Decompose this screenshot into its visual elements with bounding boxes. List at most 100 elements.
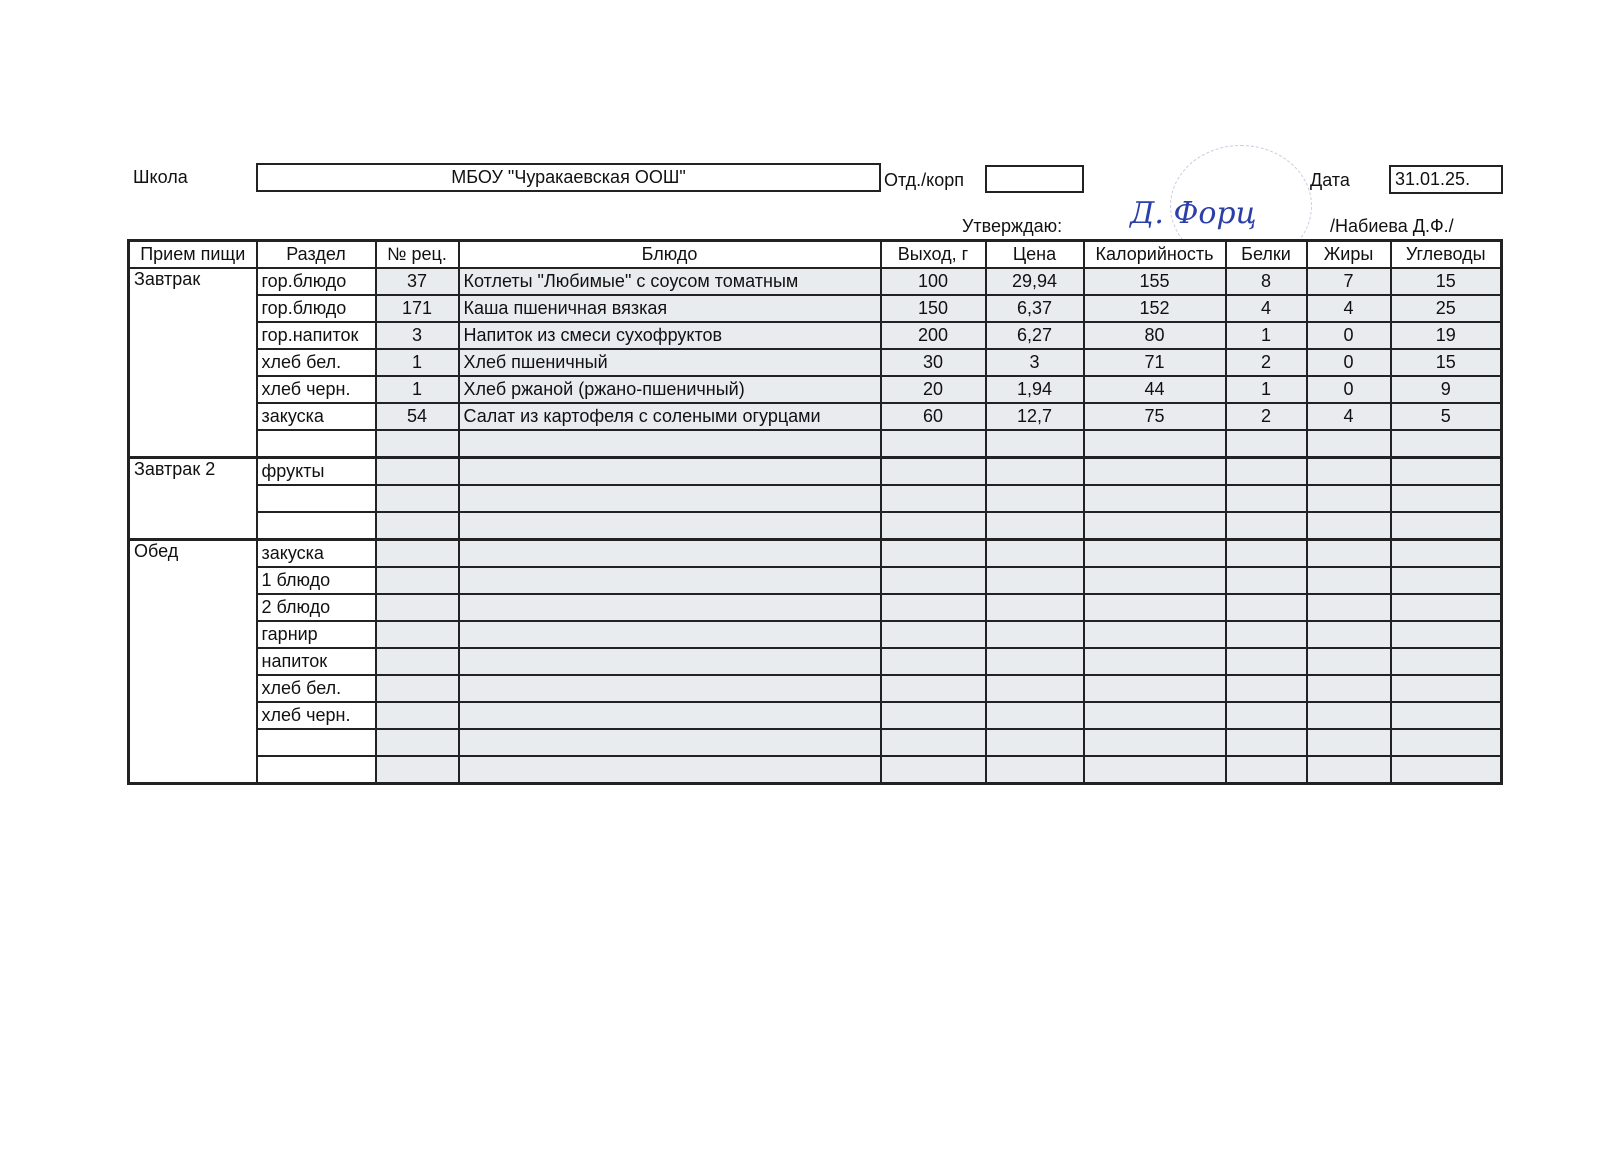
cell-dish[interactable] xyxy=(457,566,882,595)
cell-recipe[interactable] xyxy=(374,647,460,676)
date-field[interactable]: 31.01.25. xyxy=(1389,165,1503,194)
cell-calories[interactable] xyxy=(1082,593,1227,622)
cell-fat[interactable] xyxy=(1305,456,1392,486)
cell-section[interactable]: гор.блюдо xyxy=(255,294,377,323)
school-field[interactable]: МБОУ "Чуракаевская ООШ" xyxy=(256,163,881,192)
cell-carbs[interactable] xyxy=(1389,701,1503,730)
cell-dish[interactable] xyxy=(457,593,882,622)
cell-calories[interactable] xyxy=(1082,647,1227,676)
cell-yield[interactable] xyxy=(879,701,987,730)
cell-dish[interactable]: Котлеты "Любимые" с соусом томатным xyxy=(457,267,882,296)
cell-price[interactable] xyxy=(984,728,1085,757)
cell-protein[interactable]: 8 xyxy=(1224,267,1308,296)
cell-price[interactable] xyxy=(984,593,1085,622)
cell-section[interactable]: гарнир xyxy=(255,620,377,649)
cell-dish[interactable] xyxy=(457,429,882,459)
cell-carbs[interactable] xyxy=(1389,674,1503,703)
cell-section[interactable]: 2 блюдо xyxy=(255,593,377,622)
cell-dish[interactable] xyxy=(457,538,882,568)
cell-recipe[interactable] xyxy=(374,484,460,513)
cell-carbs[interactable] xyxy=(1389,755,1503,785)
cell-recipe[interactable] xyxy=(374,674,460,703)
cell-carbs[interactable] xyxy=(1389,647,1503,676)
cell-price[interactable]: 12,7 xyxy=(984,402,1085,431)
cell-dish[interactable] xyxy=(457,755,882,785)
cell-fat[interactable] xyxy=(1305,674,1392,703)
cell-section[interactable]: хлеб бел. xyxy=(255,348,377,377)
cell-recipe[interactable] xyxy=(374,593,460,622)
cell-section[interactable]: гор.блюдо xyxy=(255,267,377,296)
cell-dish[interactable]: Напиток из смеси сухофруктов xyxy=(457,321,882,350)
cell-protein[interactable]: 4 xyxy=(1224,294,1308,323)
cell-carbs[interactable]: 19 xyxy=(1389,321,1503,350)
cell-calories[interactable] xyxy=(1082,728,1227,757)
cell-yield[interactable] xyxy=(879,566,987,595)
cell-carbs[interactable]: 15 xyxy=(1389,267,1503,296)
cell-dish[interactable]: Хлеб ржаной (ржано-пшеничный) xyxy=(457,375,882,404)
cell-section[interactable] xyxy=(255,755,377,785)
cell-section[interactable]: закуска xyxy=(255,402,377,431)
cell-dish[interactable] xyxy=(457,728,882,757)
cell-yield[interactable]: 200 xyxy=(879,321,987,350)
cell-price[interactable] xyxy=(984,647,1085,676)
cell-price[interactable] xyxy=(984,566,1085,595)
cell-fat[interactable] xyxy=(1305,728,1392,757)
cell-calories[interactable]: 44 xyxy=(1082,375,1227,404)
cell-yield[interactable] xyxy=(879,728,987,757)
cell-recipe[interactable]: 54 xyxy=(374,402,460,431)
cell-price[interactable]: 1,94 xyxy=(984,375,1085,404)
cell-section[interactable]: закуска xyxy=(255,538,377,568)
cell-yield[interactable]: 60 xyxy=(879,402,987,431)
cell-carbs[interactable]: 5 xyxy=(1389,402,1503,431)
cell-carbs[interactable] xyxy=(1389,620,1503,649)
cell-dish[interactable] xyxy=(457,456,882,486)
cell-price[interactable] xyxy=(984,674,1085,703)
cell-fat[interactable]: 7 xyxy=(1305,267,1392,296)
cell-protein[interactable] xyxy=(1224,538,1308,568)
cell-calories[interactable] xyxy=(1082,755,1227,785)
cell-dish[interactable]: Каша пшеничная вязкая xyxy=(457,294,882,323)
cell-carbs[interactable]: 15 xyxy=(1389,348,1503,377)
cell-price[interactable] xyxy=(984,755,1085,785)
cell-recipe[interactable]: 3 xyxy=(374,321,460,350)
cell-dish[interactable]: Хлеб пшеничный xyxy=(457,348,882,377)
cell-recipe[interactable] xyxy=(374,429,460,459)
cell-calories[interactable]: 155 xyxy=(1082,267,1227,296)
cell-calories[interactable]: 75 xyxy=(1082,402,1227,431)
cell-section[interactable] xyxy=(255,429,377,459)
cell-protein[interactable] xyxy=(1224,674,1308,703)
cell-protein[interactable] xyxy=(1224,620,1308,649)
cell-calories[interactable] xyxy=(1082,566,1227,595)
cell-carbs[interactable] xyxy=(1389,538,1503,568)
cell-protein[interactable] xyxy=(1224,647,1308,676)
cell-dish[interactable] xyxy=(457,701,882,730)
cell-calories[interactable] xyxy=(1082,620,1227,649)
cell-protein[interactable] xyxy=(1224,755,1308,785)
cell-recipe[interactable]: 1 xyxy=(374,375,460,404)
cell-fat[interactable] xyxy=(1305,701,1392,730)
cell-price[interactable] xyxy=(984,456,1085,486)
cell-protein[interactable]: 2 xyxy=(1224,402,1308,431)
cell-price[interactable] xyxy=(984,538,1085,568)
cell-yield[interactable]: 150 xyxy=(879,294,987,323)
cell-section[interactable]: фрукты xyxy=(255,456,377,486)
cell-fat[interactable]: 0 xyxy=(1305,348,1392,377)
cell-protein[interactable] xyxy=(1224,429,1308,459)
cell-price[interactable] xyxy=(984,484,1085,513)
cell-yield[interactable] xyxy=(879,755,987,785)
cell-price[interactable]: 3 xyxy=(984,348,1085,377)
cell-carbs[interactable] xyxy=(1389,566,1503,595)
cell-calories[interactable] xyxy=(1082,484,1227,513)
cell-dish[interactable] xyxy=(457,484,882,513)
cell-section[interactable] xyxy=(255,511,377,541)
cell-dish[interactable] xyxy=(457,620,882,649)
cell-fat[interactable] xyxy=(1305,593,1392,622)
cell-dish[interactable] xyxy=(457,511,882,541)
cell-fat[interactable]: 4 xyxy=(1305,294,1392,323)
cell-yield[interactable]: 100 xyxy=(879,267,987,296)
cell-price[interactable] xyxy=(984,511,1085,541)
cell-yield[interactable] xyxy=(879,456,987,486)
cell-price[interactable]: 6,37 xyxy=(984,294,1085,323)
cell-protein[interactable]: 1 xyxy=(1224,321,1308,350)
cell-fat[interactable]: 0 xyxy=(1305,375,1392,404)
